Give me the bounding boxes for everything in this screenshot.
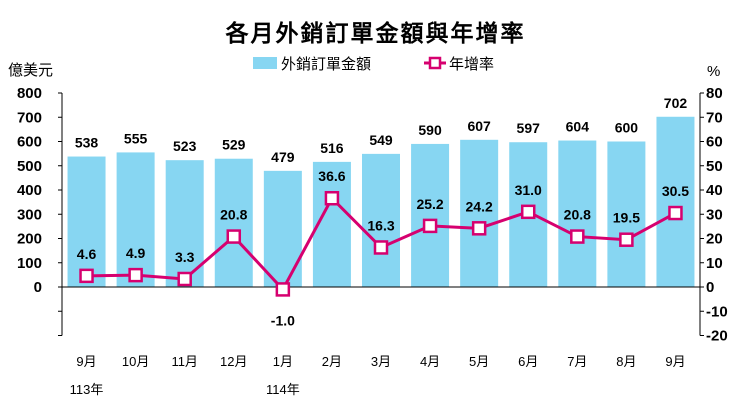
growth-marker bbox=[79, 268, 94, 284]
bar-value-label: 597 bbox=[517, 120, 541, 136]
bar-value-label: 538 bbox=[75, 135, 99, 151]
bar bbox=[165, 160, 204, 287]
chart-title: 各月外銷訂單金額與年增率 bbox=[225, 20, 526, 47]
left-tick-label: 300 bbox=[17, 206, 42, 223]
category-label: 1月 bbox=[273, 354, 293, 369]
right-tick-label: -20 bbox=[706, 328, 728, 345]
bar bbox=[67, 156, 106, 287]
bar bbox=[362, 153, 400, 287]
bar-value-label: 523 bbox=[173, 138, 197, 154]
right-tick-label: 40 bbox=[706, 182, 723, 199]
growth-value-label: 4.9 bbox=[126, 245, 146, 261]
growth-value-label: 30.5 bbox=[662, 183, 689, 199]
bar-value-label: 549 bbox=[369, 132, 393, 148]
growth-value-label: 25.2 bbox=[416, 196, 443, 212]
right-tick-label: 60 bbox=[706, 134, 723, 151]
growth-value-label: 31.0 bbox=[515, 182, 542, 198]
bar-value-label: 479 bbox=[271, 149, 295, 165]
bar-value-label: 516 bbox=[320, 140, 344, 156]
growth-marker bbox=[373, 240, 389, 255]
right-tick-label: 80 bbox=[706, 85, 723, 102]
bar-value-label: 529 bbox=[222, 137, 246, 153]
category-label: 6月 bbox=[518, 354, 538, 369]
bar bbox=[116, 152, 155, 287]
year-label: 114年 bbox=[266, 382, 300, 397]
right-tick-label: 50 bbox=[706, 158, 723, 175]
left-tick-label: 800 bbox=[17, 85, 42, 102]
legend-bar-label: 外銷訂單金額 bbox=[281, 56, 371, 73]
bar bbox=[656, 116, 695, 287]
right-tick-label: 0 bbox=[706, 279, 714, 296]
category-label: 9月 bbox=[76, 354, 96, 369]
category-label: 11月 bbox=[171, 354, 198, 369]
growth-marker bbox=[570, 229, 585, 244]
bar bbox=[558, 140, 597, 287]
category-label: 10月 bbox=[122, 354, 149, 369]
left-tick-label: 400 bbox=[17, 182, 42, 199]
growth-value-label: 16.3 bbox=[367, 217, 394, 233]
legend-line-label: 年增率 bbox=[449, 56, 494, 73]
bar-value-label: 590 bbox=[418, 122, 442, 138]
left-axis-unit: 億美元 bbox=[8, 62, 53, 79]
left-tick-label: 0 bbox=[34, 279, 42, 296]
bar-value-label: 600 bbox=[615, 120, 639, 136]
left-tick-label: 100 bbox=[17, 255, 42, 272]
category-label: 5月 bbox=[469, 354, 489, 369]
left-tick-label: 600 bbox=[17, 134, 42, 151]
category-label: 9月 bbox=[665, 354, 685, 369]
growth-marker bbox=[226, 229, 242, 244]
growth-value-label: 20.8 bbox=[564, 207, 591, 223]
growth-marker bbox=[324, 190, 340, 206]
growth-value-label: 24.2 bbox=[466, 198, 493, 214]
year-label: 113年 bbox=[70, 382, 104, 397]
category-label: 12月 bbox=[220, 354, 247, 369]
category-label: 2月 bbox=[322, 354, 342, 369]
growth-value-label: 19.5 bbox=[613, 210, 640, 226]
growth-value-label: -1.0 bbox=[271, 312, 295, 328]
right-tick-label: 10 bbox=[706, 255, 723, 272]
growth-marker bbox=[128, 267, 143, 283]
right-tick-label: 30 bbox=[706, 206, 723, 223]
category-label: 4月 bbox=[420, 354, 440, 369]
bar bbox=[607, 141, 646, 287]
bar bbox=[214, 158, 253, 287]
category-label: 7月 bbox=[567, 354, 587, 369]
category-label: 8月 bbox=[616, 354, 636, 369]
bar-value-label: 702 bbox=[664, 95, 688, 111]
left-tick-label: 500 bbox=[17, 158, 42, 175]
bar bbox=[411, 143, 450, 287]
legend-bar-swatch bbox=[253, 57, 277, 69]
right-tick-label: 20 bbox=[706, 231, 723, 248]
growth-marker bbox=[471, 221, 487, 236]
bar bbox=[263, 170, 302, 287]
growth-marker bbox=[177, 271, 192, 287]
growth-marker bbox=[422, 218, 438, 234]
bar-value-label: 555 bbox=[124, 130, 148, 146]
category-label: 3月 bbox=[371, 354, 391, 369]
legend-marker-icon bbox=[428, 56, 442, 70]
growth-marker bbox=[520, 204, 536, 220]
growth-value-label: 3.3 bbox=[175, 249, 195, 265]
growth-value-label: 36.6 bbox=[318, 168, 345, 184]
right-axis-unit: % bbox=[707, 63, 720, 80]
right-tick-label: -10 bbox=[706, 303, 728, 320]
growth-marker bbox=[619, 232, 634, 247]
bar-value-label: 604 bbox=[566, 119, 590, 135]
left-tick-label: 200 bbox=[17, 231, 42, 248]
growth-marker bbox=[275, 282, 291, 297]
growth-value-label: 4.6 bbox=[77, 246, 97, 262]
bar bbox=[460, 139, 499, 287]
bar-value-label: 607 bbox=[467, 118, 491, 134]
growth-marker bbox=[668, 205, 683, 221]
left-tick-label: 700 bbox=[17, 109, 42, 126]
growth-value-label: 20.8 bbox=[220, 207, 247, 223]
right-tick-label: 70 bbox=[706, 109, 723, 126]
